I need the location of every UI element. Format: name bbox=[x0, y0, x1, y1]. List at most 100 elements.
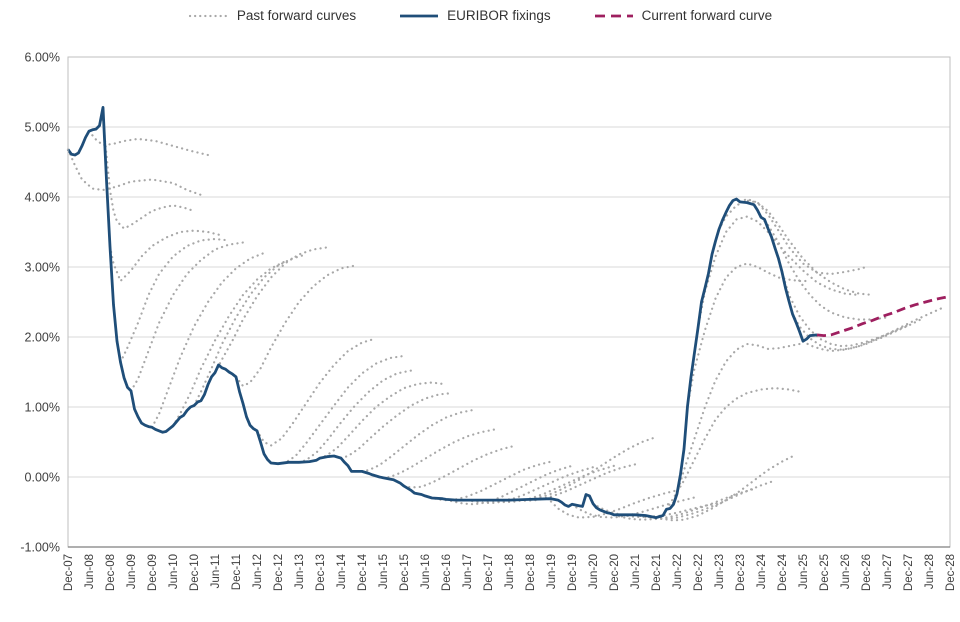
x-axis-tick-label: Jun-15 bbox=[378, 554, 390, 589]
past-forward-curve bbox=[213, 246, 329, 374]
x-axis-tick-label: Dec-19 bbox=[567, 554, 579, 591]
past-forward-curve bbox=[465, 466, 595, 504]
x-axis-tick-label: Jun-24 bbox=[756, 553, 768, 589]
x-axis-tick-label: Jun-18 bbox=[504, 554, 516, 589]
past-forward-curve bbox=[444, 464, 574, 506]
past-forward-curve bbox=[528, 436, 658, 500]
y-axis-tick-label: 4.00% bbox=[25, 191, 60, 205]
past-forward-curve bbox=[549, 489, 679, 519]
y-axis-tick-label: 0.00% bbox=[25, 471, 60, 485]
y-axis-tick-label: 2.00% bbox=[25, 331, 60, 345]
x-axis-tick-label: Dec-22 bbox=[693, 554, 705, 591]
x-axis-tick-label: Dec-20 bbox=[609, 554, 621, 591]
past-forward-curve bbox=[486, 464, 616, 504]
past-forward-curve bbox=[192, 253, 308, 407]
past-forward-curve bbox=[654, 453, 798, 522]
x-axis-tick-label: Jun-12 bbox=[252, 554, 264, 589]
y-axis-tick-label: 5.00% bbox=[25, 121, 60, 135]
x-axis-tick-label: Dec-11 bbox=[231, 554, 243, 590]
past-forward-curve bbox=[66, 148, 203, 196]
past-forward-curve bbox=[696, 215, 861, 329]
x-axis-tick-label: Dec-23 bbox=[735, 554, 747, 591]
past-forward-curve bbox=[318, 381, 444, 460]
x-axis-tick-label: Dec-12 bbox=[273, 554, 285, 591]
legend-label-past: Past forward curves bbox=[236, 8, 357, 23]
past-forward-curve bbox=[801, 306, 945, 353]
past-forward-curve bbox=[87, 130, 210, 157]
y-axis-tick-label: 3.00% bbox=[25, 261, 60, 275]
x-axis-tick-label: Jun-14 bbox=[336, 553, 348, 589]
x-axis-tick-label: Dec-15 bbox=[399, 554, 411, 591]
past-forward-curve bbox=[738, 197, 868, 276]
x-axis-tick-label: Jun-27 bbox=[882, 554, 894, 589]
x-axis-tick-label: Jun-20 bbox=[588, 554, 600, 589]
x-axis-tick-label: Dec-27 bbox=[903, 554, 915, 591]
x-axis-tick-label: Dec-24 bbox=[777, 553, 789, 591]
past-forward-curve bbox=[402, 444, 518, 489]
legend-label-current: Current forward curve bbox=[641, 8, 773, 23]
x-axis-tick-label: Jun-21 bbox=[630, 554, 642, 589]
x-axis-tick-label: Jun-25 bbox=[798, 554, 810, 589]
past-forward-curve bbox=[381, 428, 497, 479]
plot-border bbox=[67, 56, 951, 548]
x-axis-tick-label: Dec-10 bbox=[189, 554, 201, 591]
x-axis-tick-label: Dec-07 bbox=[63, 554, 75, 591]
dotted-line-icon bbox=[188, 14, 229, 17]
past-forward-curve bbox=[171, 260, 287, 427]
past-forward-curve bbox=[119, 237, 231, 364]
x-axis-tick-label: Jun-23 bbox=[714, 554, 726, 589]
x-axis-tick-label: Jun-26 bbox=[840, 554, 852, 589]
x-axis-tick-label: Jun-16 bbox=[420, 554, 432, 589]
chart-legend: Past forward curves EURIBOR fixings Curr… bbox=[0, 8, 960, 23]
past-forward-curve bbox=[759, 216, 889, 321]
x-axis-tick-label: Jun-11 bbox=[210, 554, 222, 588]
x-axis-tick-label: Dec-28 bbox=[945, 554, 957, 591]
past-forward-curve bbox=[234, 264, 357, 388]
past-forward-curve bbox=[276, 354, 406, 465]
x-axis-tick-label: Dec-14 bbox=[357, 553, 369, 591]
past-forward-curve bbox=[101, 118, 196, 230]
past-forward-curve bbox=[108, 229, 224, 283]
past-forward-curve bbox=[297, 369, 413, 464]
dashed-line-icon bbox=[594, 14, 633, 17]
x-axis-tick-label: Dec-16 bbox=[441, 554, 453, 591]
past-forward-curve bbox=[675, 342, 801, 495]
x-axis-tick-label: Dec-13 bbox=[315, 554, 327, 591]
current-forward-line bbox=[816, 295, 951, 338]
legend-item-past-forward-curves: Past forward curves bbox=[188, 8, 356, 23]
legend-item-current-forward-curve: Current forward curve bbox=[593, 8, 773, 23]
past-forward-curve bbox=[129, 241, 245, 392]
solid-line-icon bbox=[400, 14, 439, 17]
legend-item-euribor-fixings: EURIBOR fixings bbox=[398, 8, 551, 23]
x-axis-tick-label: Jun-19 bbox=[546, 554, 558, 589]
x-axis-tick-label: Jun-10 bbox=[168, 554, 180, 589]
x-axis-tick-label: Jun-09 bbox=[126, 554, 138, 589]
x-axis-tick-label: Dec-17 bbox=[483, 554, 495, 591]
x-axis-tick-label: Jun-28 bbox=[924, 554, 936, 589]
legend-label-euribor: EURIBOR fixings bbox=[447, 8, 551, 23]
past-forward-curve bbox=[360, 408, 476, 473]
past-forward-curve bbox=[686, 262, 812, 408]
x-axis-tick-label: Dec-09 bbox=[147, 554, 159, 591]
x-axis-tick-label: Dec-08 bbox=[105, 554, 117, 591]
past-forward-curve bbox=[255, 337, 378, 447]
y-axis-tick-label: 1.00% bbox=[25, 401, 60, 415]
past-forward-curve bbox=[423, 460, 553, 502]
x-axis-tick-label: Dec-26 bbox=[861, 554, 873, 591]
past-forward-curve bbox=[339, 391, 455, 460]
euribor-fixings-line bbox=[66, 106, 818, 519]
y-axis-tick-label: 6.00% bbox=[25, 51, 60, 65]
past-forward-curve bbox=[507, 463, 637, 502]
y-axis-tick-label: -1.00% bbox=[20, 541, 60, 555]
x-axis-tick-label: Jun-08 bbox=[84, 554, 96, 589]
x-axis-tick-label: Dec-18 bbox=[525, 554, 537, 591]
past-forward-curve bbox=[612, 487, 756, 521]
x-axis-tick-label: Dec-25 bbox=[819, 554, 831, 591]
x-axis-tick-label: Jun-22 bbox=[672, 554, 684, 589]
x-axis-tick-label: Jun-17 bbox=[462, 554, 474, 589]
x-axis-tick-label: Dec-21 bbox=[651, 554, 663, 591]
x-axis-tick-label: Jun-13 bbox=[294, 554, 306, 589]
past-forward-curve bbox=[633, 479, 777, 521]
